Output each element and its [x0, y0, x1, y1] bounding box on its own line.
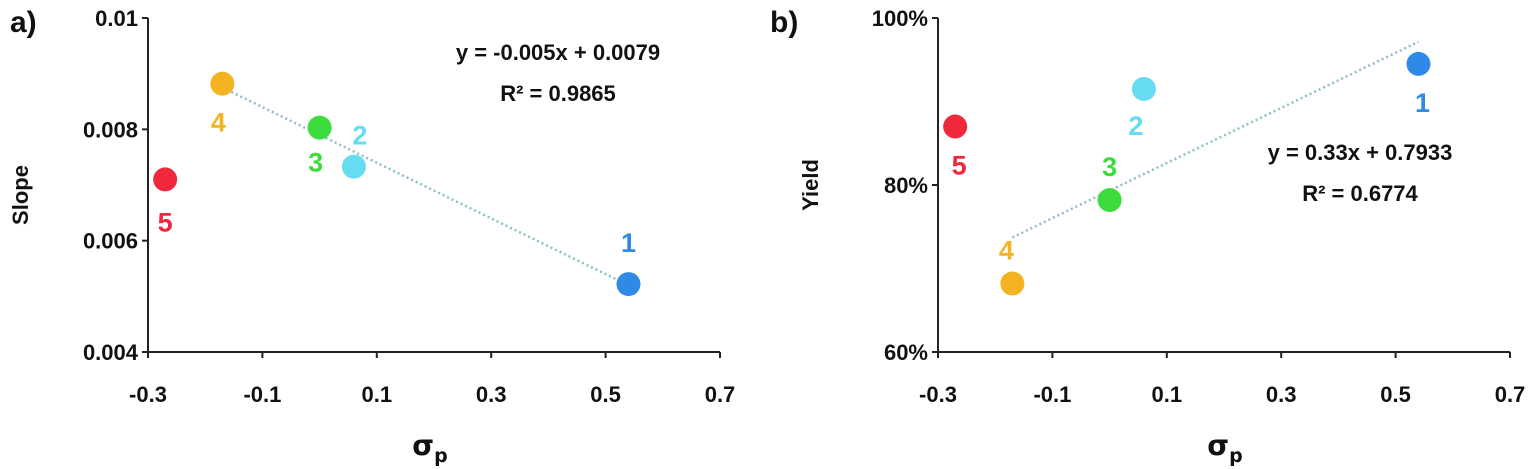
x-axis-label: σp: [1207, 429, 1242, 467]
x-axis-label-main: σ: [412, 429, 434, 462]
x-tick-label: 0.7: [1495, 382, 1526, 407]
data-point-label: 1: [621, 228, 636, 258]
x-tick-label: 0.3: [476, 382, 507, 407]
r-squared-label: R² = 0.9865: [500, 81, 616, 106]
y-tick-label: 80%: [884, 173, 928, 198]
panel-label: a): [10, 6, 37, 39]
x-tick-label: 0.1: [1152, 382, 1183, 407]
chart-marks: 0.004 0.006 0.008 0.01 -0.3 -0.1 0.1 0.3 0.5 0.7 1…: [83, 6, 735, 407]
data-point-label: 1: [1415, 88, 1430, 118]
y-tick-label: 0.008: [83, 117, 138, 142]
data-point: [153, 167, 178, 192]
y-tick-label: 0.006: [83, 229, 138, 254]
data-point-label: 4: [999, 236, 1014, 266]
data-point: [1131, 76, 1156, 101]
y-tick-label: 0.004: [83, 340, 139, 365]
data-point: [210, 71, 235, 96]
trendline-equation: y = -0.005x + 0.0079: [456, 40, 660, 65]
x-tick-label: -0.3: [919, 382, 957, 407]
data-point-label: 2: [1128, 111, 1143, 141]
trendline-equation: y = 0.33x + 0.7933: [1268, 140, 1453, 165]
x-tick-label: 0.5: [1380, 382, 1411, 407]
x-axis-label-main: σ: [1207, 429, 1229, 462]
y-tick-label: 100%: [872, 6, 928, 31]
data-point-label: 4: [211, 108, 226, 138]
data-point-label: 3: [308, 148, 323, 178]
data-point: [1097, 188, 1122, 213]
r-squared-label: R² = 0.6774: [1302, 181, 1418, 206]
data-point: [1000, 271, 1025, 296]
data-point-label: 3: [1102, 152, 1117, 182]
x-axis-label-subscript: p: [1229, 445, 1243, 467]
trendline: [221, 86, 630, 287]
data-point-label: 2: [352, 121, 367, 151]
panel-label: b): [770, 6, 798, 39]
y-tick-label: 0.01: [95, 6, 138, 31]
y-axis-label: Slope: [8, 165, 33, 225]
data-point-label: 5: [952, 151, 967, 181]
x-tick-label: -0.3: [129, 382, 167, 407]
x-tick-label: 0.3: [1266, 382, 1297, 407]
x-axis-label: σp: [412, 429, 447, 467]
data-point: [1406, 51, 1431, 76]
y-tick-label: 60%: [884, 340, 928, 365]
data-point: [616, 272, 641, 297]
x-tick-label: 0.5: [590, 382, 621, 407]
x-axis-label-subscript: p: [434, 445, 448, 467]
data-point: [341, 154, 366, 179]
panel-b: b) Yield σp 60% 80% 100% -0.3 -0.1 0.1 0.3 0.5 0…: [770, 6, 1525, 467]
x-tick-label: 0.1: [362, 382, 393, 407]
trendline: [1011, 40, 1420, 239]
x-tick-label: -0.1: [1033, 382, 1071, 407]
data-point-label: 5: [158, 207, 173, 237]
data-point: [307, 115, 332, 140]
y-axis-label: Yield: [798, 159, 823, 211]
data-point: [943, 114, 968, 139]
x-tick-label: -0.1: [243, 382, 281, 407]
x-tick-label: 0.7: [705, 382, 736, 407]
